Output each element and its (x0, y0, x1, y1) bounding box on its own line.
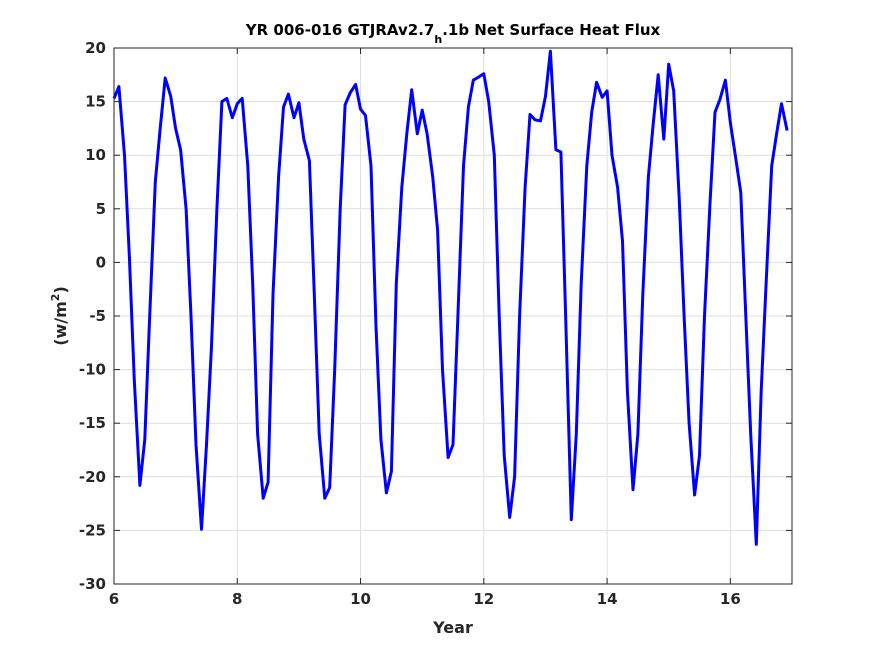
title-main-text: YR 006-016 GTJRAv2.7 (245, 21, 435, 39)
y-axis-label: (w/m2) (49, 286, 70, 346)
title-suffix-text: .1b Net Surface Heat Flux (442, 21, 660, 39)
x-tick-label: 8 (232, 590, 242, 608)
series-line (112, 49, 789, 546)
chart-title: YR 006-016 GTJRAv2.7h.1b Net Surface Hea… (245, 21, 661, 46)
y-tick-label: 5 (96, 200, 106, 218)
x-tick-label: 12 (473, 590, 494, 608)
y-tick-label: -10 (79, 361, 106, 379)
x-tick-label: 16 (720, 590, 741, 608)
y-axis-label-superscript: 2 (49, 294, 62, 302)
y-tick-label: 15 (85, 93, 106, 111)
y-tick-label: -20 (79, 468, 106, 486)
y-axis-label-text: (w/m (51, 301, 70, 346)
y-tick-label: 10 (85, 146, 106, 164)
y-tick-label: 0 (96, 253, 106, 271)
y-axis-label-suffix: ) (51, 286, 70, 293)
y-tick-label: -30 (79, 575, 106, 593)
series-group (112, 49, 789, 546)
y-tick-labels: -30 -25 -20 -15 -10 -5 0 5 10 15 20 (79, 39, 106, 593)
x-tick-label: 6 (109, 590, 119, 608)
y-tick-label: 20 (85, 39, 106, 57)
x-axis-label: Year (432, 618, 473, 637)
tick-marks (113, 47, 792, 585)
x-tick-labels: 6 8 10 12 14 16 (109, 590, 741, 608)
y-tick-label: -15 (79, 414, 106, 432)
y-tick-label: -25 (79, 521, 106, 539)
title-subscript: h (434, 33, 442, 46)
y-tick-label: -5 (89, 307, 106, 325)
x-tick-label: 14 (597, 590, 618, 608)
x-tick-label: 10 (350, 590, 371, 608)
